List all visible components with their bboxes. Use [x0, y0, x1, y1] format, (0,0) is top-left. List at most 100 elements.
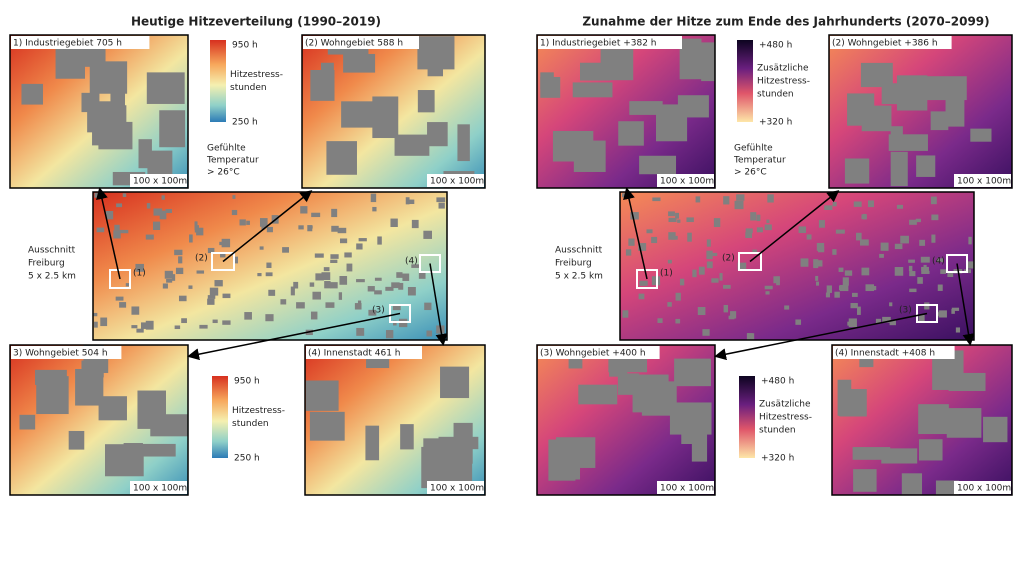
note-text: Temperatur: [206, 156, 259, 166]
map-image: [9, 344, 189, 496]
panel-title: Zunahme der Hitze zum Ende des Jahrhunde…: [582, 15, 989, 29]
scale-label: 100 x 100m: [133, 484, 187, 494]
building: [816, 242, 825, 251]
building: [970, 128, 992, 142]
building: [638, 243, 647, 251]
marker-box: [109, 269, 131, 289]
building: [765, 291, 770, 295]
building: [282, 247, 289, 253]
scale-label: 100 x 100m: [957, 177, 1011, 187]
building: [219, 241, 228, 246]
map-image: [536, 344, 716, 496]
building: [343, 53, 376, 73]
building: [365, 425, 380, 461]
scale-label: 100 x 100m: [660, 177, 714, 187]
building: [861, 214, 867, 220]
building: [239, 219, 246, 226]
building: [832, 201, 837, 207]
map-image: [828, 34, 1013, 189]
building: [881, 83, 901, 105]
building: [153, 208, 163, 216]
building: [668, 211, 675, 217]
building: [312, 291, 321, 300]
building: [745, 232, 753, 238]
building: [196, 227, 204, 236]
building: [440, 366, 470, 399]
building: [578, 384, 618, 405]
building: [628, 238, 635, 246]
building: [865, 284, 875, 292]
building: [427, 45, 443, 77]
building: [646, 229, 653, 234]
building: [818, 220, 825, 228]
legend-text: Hitzestress-: [757, 77, 810, 87]
building: [806, 234, 812, 240]
building: [930, 196, 937, 205]
building: [746, 333, 755, 340]
building: [94, 192, 100, 198]
legend-max: 950 h: [232, 41, 258, 51]
building: [667, 302, 672, 307]
building: [697, 306, 706, 316]
building: [935, 480, 959, 495]
building: [552, 130, 594, 162]
building: [159, 110, 186, 148]
building: [68, 430, 85, 450]
building: [918, 314, 925, 323]
building: [438, 436, 479, 450]
building: [298, 225, 304, 230]
building: [398, 282, 404, 290]
building: [175, 267, 184, 275]
building: [946, 408, 982, 438]
note-text: Temperatur: [733, 156, 786, 166]
building: [98, 396, 127, 421]
inset-label-bg: [11, 36, 150, 49]
building: [860, 239, 869, 246]
legend-text: stunden: [759, 426, 796, 436]
building: [326, 141, 357, 175]
building: [856, 232, 862, 241]
building: [766, 219, 770, 224]
building: [880, 242, 889, 251]
note-text: > 26°C: [734, 168, 767, 178]
map-image: [619, 191, 975, 341]
building: [261, 224, 266, 230]
scale-bg: [130, 174, 187, 187]
building: [356, 327, 365, 336]
building: [309, 282, 315, 287]
building: [140, 322, 147, 329]
building: [21, 83, 43, 105]
building: [692, 269, 697, 278]
building: [937, 258, 944, 263]
building: [161, 195, 165, 200]
building: [392, 304, 401, 311]
building: [325, 302, 335, 308]
building: [392, 320, 397, 326]
building: [358, 238, 367, 242]
inset-label-bg: [306, 346, 422, 359]
building: [19, 414, 36, 430]
building: [372, 96, 399, 139]
building: [259, 218, 268, 227]
building: [937, 284, 943, 291]
building: [618, 121, 644, 146]
map-frame: [828, 34, 1013, 189]
building: [222, 293, 231, 299]
building: [752, 249, 758, 254]
marker-label: (2): [195, 254, 208, 264]
building: [800, 258, 809, 267]
building: [617, 373, 640, 395]
building: [784, 305, 790, 310]
building: [377, 236, 382, 245]
building: [609, 354, 628, 377]
arrow: [749, 190, 840, 263]
building: [853, 469, 877, 492]
building: [207, 298, 215, 305]
building: [815, 281, 820, 286]
marker-box: [211, 252, 235, 271]
building: [908, 265, 913, 272]
building: [207, 247, 215, 254]
building: [767, 194, 774, 203]
inset-label-bg: [538, 346, 660, 359]
building: [418, 272, 426, 279]
